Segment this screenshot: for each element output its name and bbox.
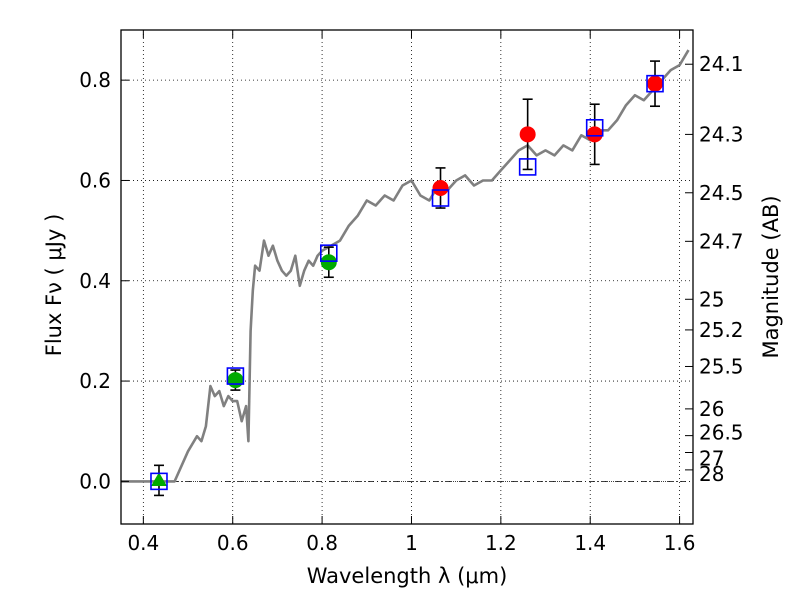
- model-point-square: [646, 74, 664, 93]
- magnitude-tick-label: 26: [699, 397, 724, 421]
- magnitude-tick-label: 24.7: [699, 229, 744, 253]
- data-point-circle: [586, 126, 603, 143]
- y-tick-label: 0.2: [79, 369, 111, 393]
- data-point-circle: [519, 126, 536, 143]
- data-point-circle: [320, 254, 337, 271]
- x-tick-label: 0.4: [127, 531, 159, 555]
- model-point-square: [150, 472, 168, 491]
- model-point-square: [585, 118, 604, 137]
- magnitude-tick-label: 27: [699, 447, 724, 471]
- magnitude-tick-label: 24.3: [699, 122, 744, 146]
- magnitude-tick-label: 28: [699, 462, 724, 486]
- x-tick-label: 0.6: [217, 531, 249, 555]
- model-point-square: [431, 189, 450, 207]
- model-point-square: [226, 367, 245, 385]
- magnitude-tick-label: 24.5: [699, 181, 744, 205]
- x-tick-label: 0.8: [306, 531, 338, 555]
- model-spectrum-line: [121, 49, 690, 483]
- x-tick-label: 1.4: [574, 531, 606, 555]
- y-axis-label: Flux Fν ( μJy ): [42, 214, 66, 357]
- x-tick-label: 1: [405, 531, 418, 555]
- data-point-circle: [432, 179, 449, 196]
- y-tick-label: 0.8: [79, 68, 111, 92]
- magnitude-tick-label: 25.5: [699, 354, 744, 378]
- y-tick-label: 0.6: [79, 168, 111, 192]
- magnitude-tick-label: 24.1: [699, 52, 744, 76]
- magnitude-axis-label: Magnitude (AB): [759, 195, 783, 358]
- model-point-square: [319, 244, 338, 262]
- plot-frame: [120, 29, 694, 525]
- x-tick-label: 1.2: [485, 531, 517, 555]
- magnitude-tick-label: 26.5: [699, 421, 744, 445]
- data-point-circle: [647, 75, 664, 92]
- ticks: 0.4 0.6 0.8 1 1.2 1.4 1.6 0.0 0.2 0.4 0.6 0.8 24.1 24…: [79, 30, 744, 555]
- magnitude-tick-label: 25: [699, 287, 724, 311]
- data-point-circle: [227, 372, 244, 389]
- data-points: [150, 60, 664, 497]
- x-axis-label: Wavelength λ (μm): [307, 564, 508, 588]
- y-tick-label: 0.4: [79, 269, 111, 293]
- data-point-triangle: [150, 472, 167, 486]
- y-tick-label: 0.0: [79, 469, 111, 493]
- grid: [121, 30, 693, 524]
- model-point-square: [518, 158, 537, 176]
- magnitude-tick-label: 25.2: [699, 318, 744, 342]
- x-tick-label: 1.6: [664, 531, 696, 555]
